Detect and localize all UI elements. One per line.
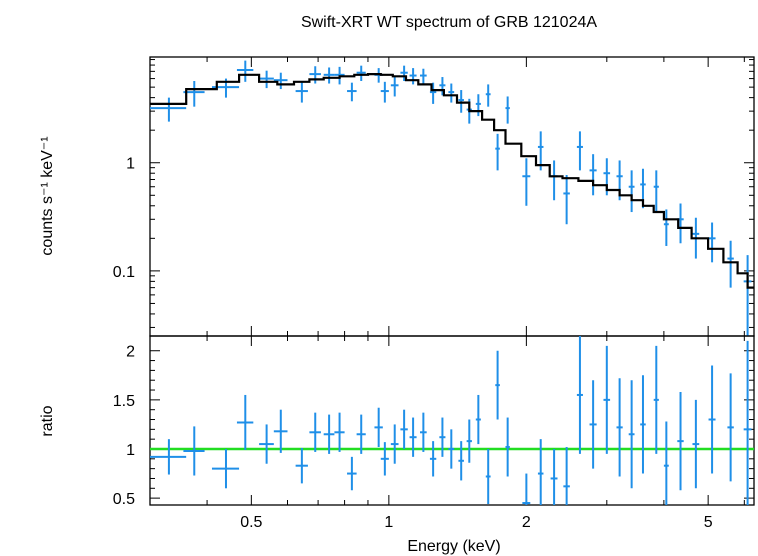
x-tick-label: 1 [384, 514, 393, 531]
lower-data-point [409, 417, 417, 457]
lower-data-point [458, 441, 464, 481]
lower-data-point [505, 417, 510, 477]
upper-data-point [628, 170, 635, 213]
model-curve [150, 73, 754, 289]
lower-data-point [677, 392, 684, 491]
upper-data-point [589, 154, 597, 196]
chart-title: Swift-XRT WT spectrum of GRB 121024A [301, 14, 597, 31]
lower-data-point [295, 448, 308, 484]
lower-data-point [563, 447, 570, 505]
upper-data-point [236, 60, 254, 82]
lower-data-point [466, 419, 472, 463]
upper-data-point [409, 68, 417, 85]
upper-data-point [475, 94, 481, 117]
lower-y-tick-label: 0.5 [113, 491, 135, 508]
upper-data-point [356, 65, 366, 81]
upper-y-tick-label: 1 [126, 156, 135, 173]
spectrum-panel: 0.11 [113, 56, 755, 337]
upper-data-point [458, 90, 464, 113]
lower-data-point [550, 448, 558, 505]
upper-data-point [576, 131, 583, 171]
upper-data-point [295, 81, 308, 103]
upper-y-tick-label: 0.1 [113, 264, 135, 281]
lower-data-point [400, 409, 408, 449]
upper-data-point [653, 170, 659, 213]
lower-y-tick-label: 1.5 [113, 393, 135, 410]
upper-data-point [448, 83, 455, 103]
lower-data-point [743, 340, 752, 505]
upper-data-point [550, 160, 558, 201]
lower-data-point [323, 414, 335, 454]
upper-data-point [429, 82, 437, 104]
upper-data-point [390, 76, 399, 97]
lower-data-point [183, 426, 205, 476]
upper-data-point [522, 158, 531, 206]
upper-data-point [485, 84, 491, 107]
lower-frame [149, 335, 755, 506]
lower-data-point [273, 409, 288, 453]
lower-y-tick-label: 2 [126, 344, 135, 361]
lower-data-point [727, 373, 734, 482]
upper-data-point [380, 81, 389, 103]
lower-data-point [356, 414, 366, 454]
upper-data-point [347, 82, 357, 102]
x-axis-label: Energy (keV) [407, 538, 500, 555]
lower-data-point [603, 345, 611, 454]
upper-data-point [505, 96, 510, 124]
lower-data-point [616, 378, 623, 477]
lower-data-point [475, 394, 481, 445]
x-tick-label: 5 [704, 514, 713, 531]
upper-data-point [537, 131, 544, 171]
upper-data-point [259, 70, 274, 89]
lower-data-point [439, 417, 446, 457]
lower-data-point [347, 456, 357, 491]
lower-data-point [150, 439, 187, 475]
upper-data-point [309, 66, 321, 84]
upper-data-point [323, 67, 335, 84]
upper-data-point [420, 68, 427, 84]
x-tick-label: 0.5 [240, 514, 262, 531]
upper-data-point [727, 240, 734, 288]
lower-data-point [429, 441, 437, 477]
lower-data-point [420, 412, 427, 452]
upper-data-point [743, 255, 752, 336]
lower-data-point [640, 375, 646, 474]
lower-data-point [495, 350, 500, 420]
upper-data-point [439, 77, 446, 96]
lower-data-point [236, 394, 254, 450]
lower-data-point [380, 442, 389, 476]
lower-data-point [663, 421, 669, 505]
lower-data-point [576, 336, 583, 454]
ratio-panel: 0.5 1 2 5 0.5 1 1.5 2 [113, 335, 755, 531]
upper-data-point [150, 97, 187, 122]
lower-data-point [374, 407, 383, 448]
upper-data-point [563, 175, 570, 225]
lower-data-point [628, 380, 635, 489]
lower-data-point [653, 345, 659, 454]
lower-data-point [448, 429, 455, 469]
lower-data-point [485, 448, 491, 505]
upper-y-axis-label: counts s⁻¹ keV⁻¹ [39, 136, 56, 255]
x-tick-label: 2 [522, 514, 531, 531]
lower-data-point [390, 424, 399, 464]
lower-data-point [211, 448, 240, 489]
lower-data-point [589, 380, 597, 469]
lower-y-tick-label: 1 [126, 442, 135, 459]
lower-data-point [309, 412, 321, 452]
upper-data-point [495, 133, 500, 171]
lower-y-axis-label: ratio [39, 405, 56, 436]
lower-data-point [259, 424, 274, 464]
upper-data-point [663, 209, 669, 246]
lower-data-point [334, 412, 345, 452]
upper-data-point [273, 72, 288, 90]
lower-data-point [708, 365, 716, 474]
lower-data-point [537, 439, 544, 505]
lower-data-point [692, 399, 700, 489]
lower-data-point [522, 473, 531, 505]
upper-data-point [400, 65, 408, 81]
upper-data-point [708, 222, 716, 263]
